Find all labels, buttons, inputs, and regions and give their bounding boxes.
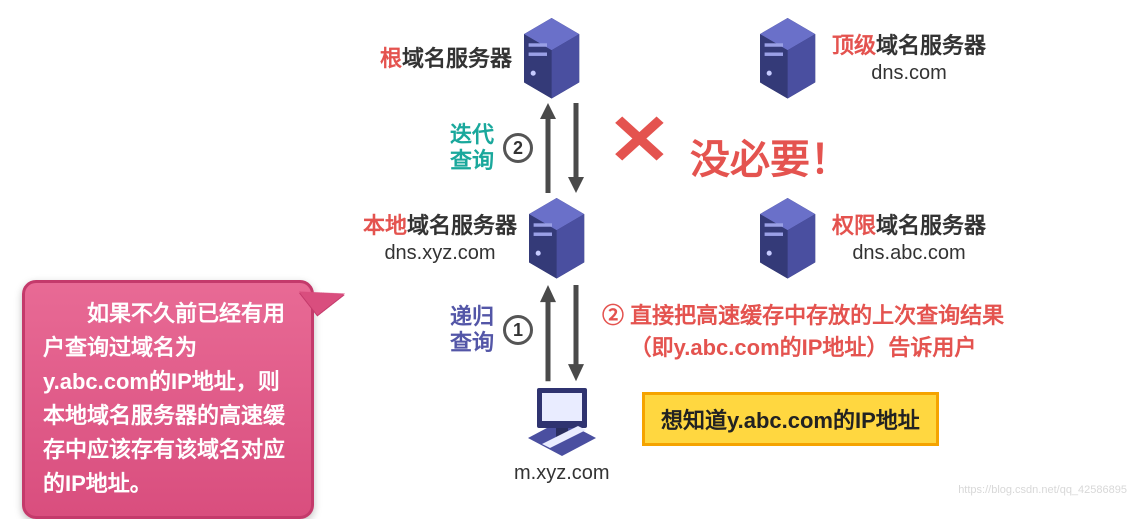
answer-line1: ② 直接把高速缓存中存放的上次查询结果 (602, 300, 1004, 332)
client-block (522, 388, 604, 465)
root-server-label: 根域名服务器 (380, 45, 512, 74)
tld-domain: dns.com (871, 60, 947, 86)
auth-server-label: 权限域名服务器 dns.abc.com (832, 212, 986, 267)
client-domain: m.xyz.com (514, 462, 610, 485)
watermark: https://blog.csdn.net/qq_42586895 (958, 484, 1127, 496)
arrow-local-to-client (566, 285, 586, 385)
arrow-client-to-local (538, 285, 558, 385)
tld-server-label: 顶级域名服务器 dns.com (832, 32, 986, 87)
server-icon (524, 18, 584, 100)
local-prefix: 本地 (363, 213, 407, 238)
no-need-text: 没必要！ (690, 127, 850, 185)
local-suffix: 域名服务器 (407, 213, 517, 238)
root-prefix: 根 (380, 46, 402, 71)
step-1-badge: 1 (503, 315, 533, 345)
local-server-label: 本地域名服务器 dns.xyz.com (363, 212, 517, 267)
local-server-block: 本地域名服务器 dns.xyz.com (363, 198, 589, 280)
auth-suffix: 域名服务器 (876, 213, 986, 238)
x-icon: ✕ (607, 99, 672, 181)
arrow-root-to-local (566, 103, 586, 197)
yellow-want-box: 想知道y.abc.com的IP地址 (642, 392, 939, 446)
answer-text: ② 直接把高速缓存中存放的上次查询结果 （即y.abc.com的IP地址）告诉用… (602, 300, 1004, 364)
server-icon (760, 18, 820, 100)
recursive-label: 递归 查询 (450, 304, 494, 357)
cache-callout: 如果不久前已经有用户查询过域名为y.abc.com的IP地址，则本地域名服务器的… (22, 280, 314, 519)
monitor-icon (522, 388, 604, 460)
iterative-label: 迭代 查询 (450, 122, 494, 175)
tld-server-block: 顶级域名服务器 dns.com (760, 18, 986, 100)
arrow-local-to-root (538, 103, 558, 197)
step-2-badge: 2 (503, 133, 533, 163)
auth-prefix: 权限 (832, 213, 876, 238)
server-icon (760, 198, 820, 280)
server-icon (529, 198, 589, 280)
answer-line2: （即y.abc.com的IP地址）告诉用户 (602, 332, 1004, 364)
tld-suffix: 域名服务器 (876, 33, 986, 58)
root-server-block: 根域名服务器 (380, 18, 584, 100)
root-suffix: 域名服务器 (402, 46, 512, 71)
auth-domain: dns.abc.com (852, 240, 965, 266)
local-domain: dns.xyz.com (384, 240, 495, 266)
auth-server-block: 权限域名服务器 dns.abc.com (760, 198, 986, 280)
tld-prefix: 顶级 (832, 33, 876, 58)
